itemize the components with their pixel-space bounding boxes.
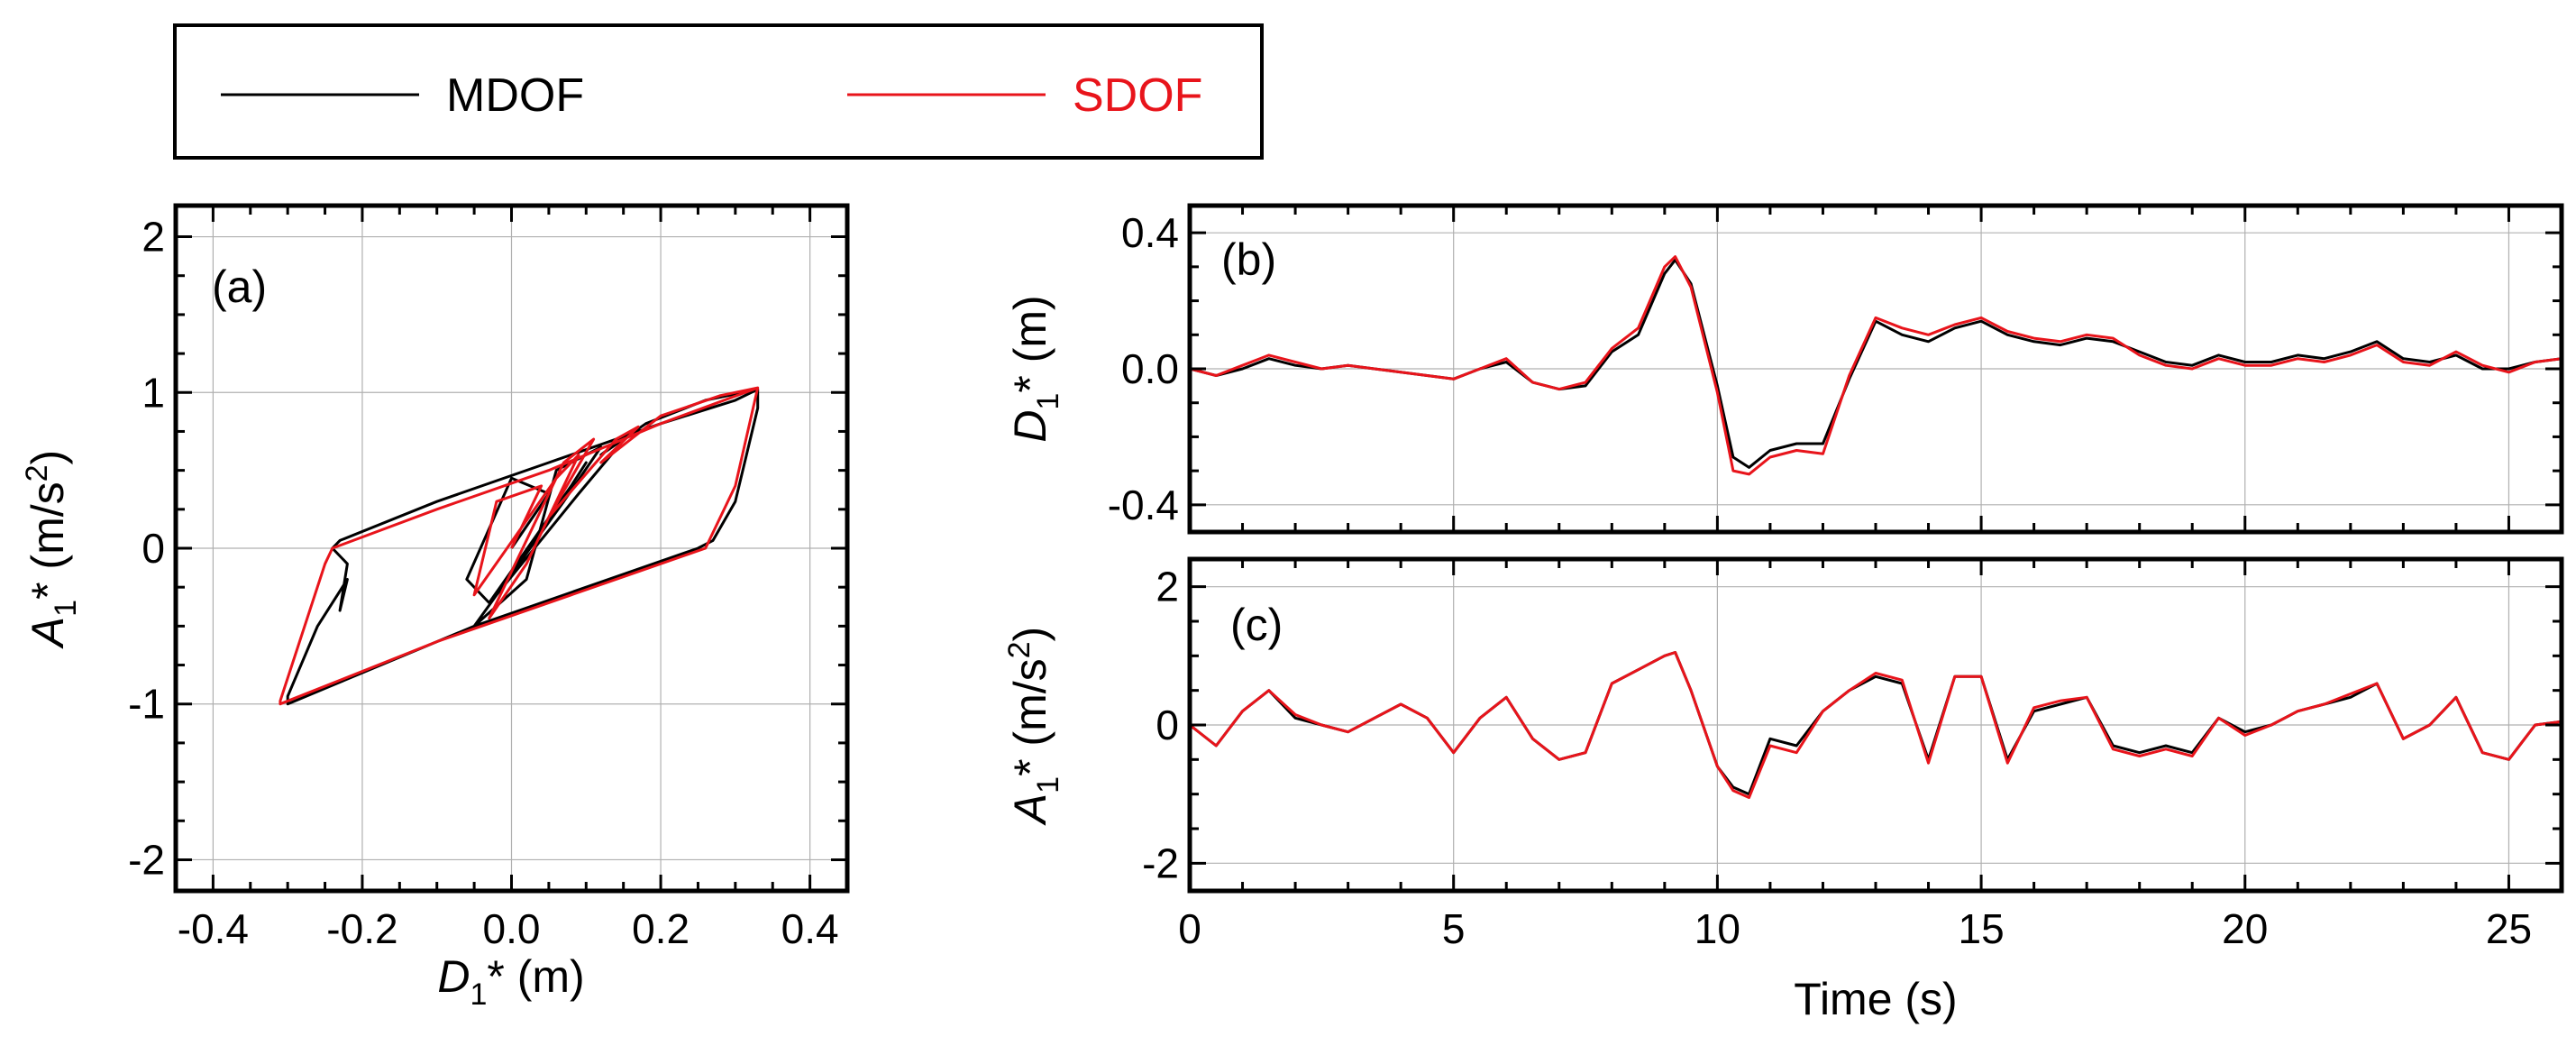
panel-c-series	[1190, 651, 2562, 799]
x-tick-label: 10	[1694, 905, 1740, 952]
x-tick-label: 0.0	[483, 905, 541, 952]
series-line-mdof	[1190, 258, 2562, 469]
panel-b-ticks: -0.4 0.0 0.4	[1108, 206, 2563, 532]
x-tick-label: 15	[1958, 905, 2004, 952]
x-tick-label: 0	[1178, 905, 1201, 952]
panel-b: -0.4 0.0 0.4 (b) D1* (m)	[1005, 203, 2564, 535]
panel-c-ticks: 0 5 10 15 20 25 -2 0 2	[1142, 559, 2563, 952]
y-tick-label: -1	[128, 681, 165, 728]
panel-c-grid	[1189, 559, 2562, 891]
y-tick-label: 0	[1156, 702, 1179, 748]
x-tick-label: 0.2	[632, 905, 690, 952]
legend: MDOF SDOF	[173, 23, 1264, 160]
y-tick-label: 0.4	[1121, 209, 1179, 256]
series-line-sdof	[1190, 651, 2562, 799]
panel-b-series	[1190, 255, 2562, 476]
panel-c-xlabel: Time (s)	[1794, 974, 1957, 1024]
y-tick-label: -0.4	[1108, 482, 1179, 528]
panel-b-ylabel: D1* (m)	[1005, 295, 1065, 442]
x-tick-label: 5	[1442, 905, 1466, 952]
x-tick-label: -0.2	[326, 905, 397, 952]
series-line-sdof	[1190, 255, 2562, 476]
panel-c-ylabel: A1* (m/s2)	[1002, 627, 1065, 826]
y-tick-label: 2	[142, 214, 165, 261]
x-tick-label: -0.4	[178, 905, 249, 952]
x-tick-label: 20	[2222, 905, 2268, 952]
panel-a-label: (a)	[212, 261, 267, 312]
panel-a-ylabel: A1* (m/s2)	[20, 450, 83, 649]
y-tick-label: 0.0	[1121, 345, 1179, 392]
panel-a-xlabel: D1* (m)	[437, 951, 584, 1012]
panel-a-ticks: -0.4 -0.2 0.0 0.2 0.4 -2 -1 0 1 2	[128, 206, 849, 952]
panel-a: -0.4 -0.2 0.0 0.2 0.4 -2 -1 0 1 2 (a) D1* (m) A1*…	[20, 203, 850, 1012]
y-tick-label: -2	[1142, 839, 1179, 886]
x-tick-label: 0.4	[781, 905, 839, 952]
panel-b-grid	[1189, 206, 2562, 532]
panel-c: 0 5 10 15 20 25 -2 0 2 (c) Time (s) A1* (m/s2)	[1002, 556, 2564, 1024]
x-tick-label: 25	[2486, 905, 2532, 952]
series-line-sdof	[279, 386, 760, 706]
legend-label-mdof: MDOF	[446, 69, 584, 122]
y-tick-label: 0	[142, 525, 165, 572]
panel-c-label: (c)	[1230, 600, 1283, 650]
panel-a-series	[279, 386, 760, 706]
panel-b-label: (b)	[1221, 234, 1276, 285]
legend-frame	[173, 23, 1264, 160]
y-tick-label: 1	[142, 369, 165, 416]
y-tick-label: -2	[128, 836, 165, 883]
legend-label-sdof: SDOF	[1073, 69, 1202, 122]
y-tick-label: 2	[1156, 564, 1179, 610]
